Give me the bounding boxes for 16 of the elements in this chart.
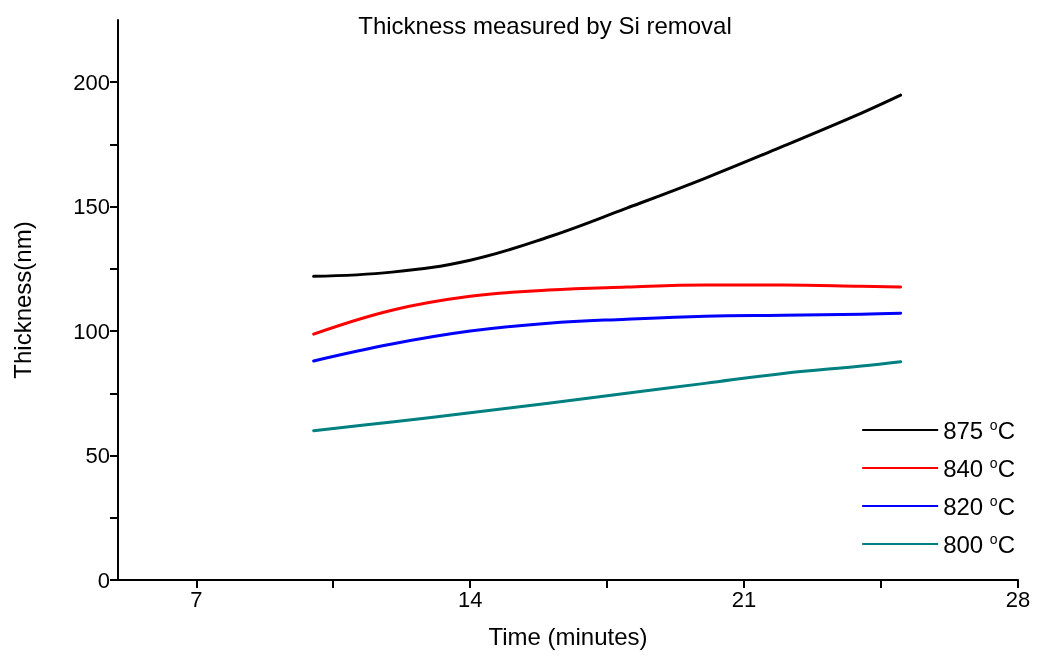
chart-title: Thickness measured by Si removal — [358, 11, 732, 39]
y-tick-label: 0 — [97, 567, 110, 593]
line-series — [312, 311, 903, 363]
y-tick-label: 100 — [73, 318, 110, 344]
x-tick-label: 14 — [457, 586, 483, 612]
x-tick-label: 7 — [190, 586, 203, 612]
y-tick-label: 150 — [73, 194, 110, 220]
y-axis-title: Thickness(nm) — [8, 221, 36, 379]
line-series — [312, 360, 903, 433]
line-series — [312, 93, 903, 278]
y-tick-label: 50 — [85, 443, 110, 469]
x-axis-title: Time (minutes) — [488, 622, 648, 650]
line-series — [312, 283, 903, 336]
x-tick-label: 21 — [731, 586, 757, 612]
y-tick-label: 200 — [73, 69, 110, 95]
x-tick-label: 28 — [1005, 586, 1031, 612]
